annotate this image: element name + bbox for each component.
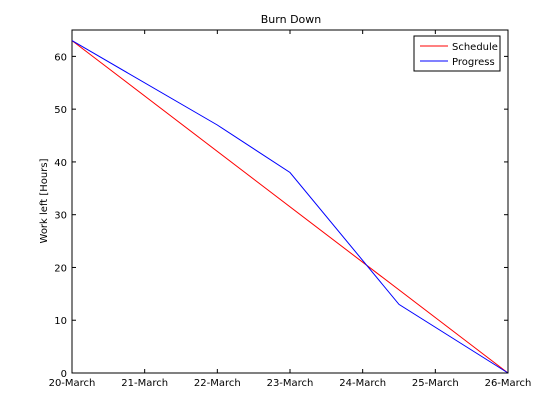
- series-line-progress: [71, 40, 509, 374]
- ticks-layer: 0 10 20 30 40 50 60 20-March 21-March 22-March 23-…: [49, 30, 532, 389]
- y-tick-label: 30: [54, 211, 67, 222]
- legend-label-progress: Progress: [452, 57, 495, 68]
- plot-area: [71, 29, 509, 374]
- legend-box: [413, 35, 501, 72]
- x-tick-label: 25-March: [412, 378, 459, 389]
- series-line-schedule: [71, 40, 509, 374]
- legend: Schedule Progress: [413, 35, 501, 72]
- legend-label-schedule: Schedule: [452, 42, 498, 53]
- series-layer: [71, 40, 509, 374]
- y-tick-label: 50: [54, 105, 67, 116]
- y-tick-label: 60: [54, 52, 67, 63]
- x-tick-label: 20-March: [49, 378, 96, 389]
- x-tick-label: 22-March: [194, 378, 241, 389]
- y-tick-label: 0: [61, 369, 67, 380]
- x-tick-label: 24-March: [339, 378, 386, 389]
- x-tick-label: 23-March: [267, 378, 314, 389]
- chart-title: Burn Down: [261, 13, 322, 26]
- y-tick-label: 40: [54, 158, 67, 169]
- y-tick-label: 10: [54, 316, 67, 327]
- x-tick-label: 26-March: [485, 378, 532, 389]
- y-axis-label: Work left [Hours]: [39, 158, 50, 243]
- y-tick-label: 20: [54, 263, 67, 274]
- x-tick-label: 21-March: [121, 378, 168, 389]
